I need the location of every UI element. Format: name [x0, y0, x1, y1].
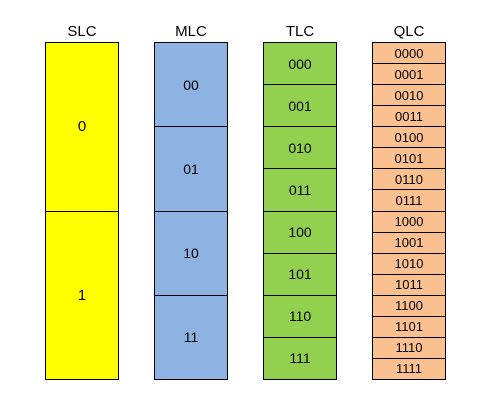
qlc-cell: 1101: [373, 315, 445, 337]
qlc-cell: 1010: [373, 252, 445, 274]
tlc-title: TLC: [285, 23, 315, 40]
tlc-cell: 001: [264, 84, 336, 127]
mlc-cell: 00: [155, 43, 227, 127]
slc-cell: 0: [46, 43, 118, 211]
qlc-column: 0000 0001 0010 0011 0100 0101 0110 0111 1000 1001…: [372, 42, 446, 380]
tlc-cell: 011: [264, 168, 336, 211]
slc-cell: 1: [46, 210, 118, 379]
tlc-cell: 101: [264, 252, 336, 295]
mlc-column: 00 01 10 11: [154, 42, 228, 380]
tlc-cell: 111: [264, 336, 336, 379]
mlc-cell: 11: [155, 294, 227, 379]
tlc-cell: 100: [264, 210, 336, 253]
qlc-cell: 0001: [373, 63, 445, 85]
tlc-cell: 110: [264, 294, 336, 337]
qlc-cell: 0010: [373, 84, 445, 106]
qlc-cell: 0110: [373, 168, 445, 190]
tlc-cell: 000: [264, 43, 336, 85]
qlc-cell: 0111: [373, 189, 445, 211]
mlc-title: MLC: [175, 23, 207, 40]
qlc-cell: 0100: [373, 126, 445, 148]
qlc-cell: 1000: [373, 210, 445, 232]
qlc-cell: 0101: [373, 147, 445, 169]
qlc-cell: 1100: [373, 294, 445, 316]
qlc-cell: 0011: [373, 105, 445, 127]
qlc-cell: 0000: [373, 43, 445, 64]
qlc-cell: 1001: [373, 231, 445, 253]
mlc-cell: 01: [155, 126, 227, 211]
qlc-cell: 1110: [373, 336, 445, 358]
qlc-title: QLC: [393, 23, 425, 40]
slc-title: SLC: [67, 23, 97, 40]
qlc-cell: 1111: [373, 357, 445, 379]
tlc-column: 000 001 010 011 100 101 110 111: [263, 42, 337, 380]
mlc-cell: 10: [155, 210, 227, 295]
qlc-cell: 1011: [373, 273, 445, 295]
tlc-cell: 010: [264, 126, 336, 169]
